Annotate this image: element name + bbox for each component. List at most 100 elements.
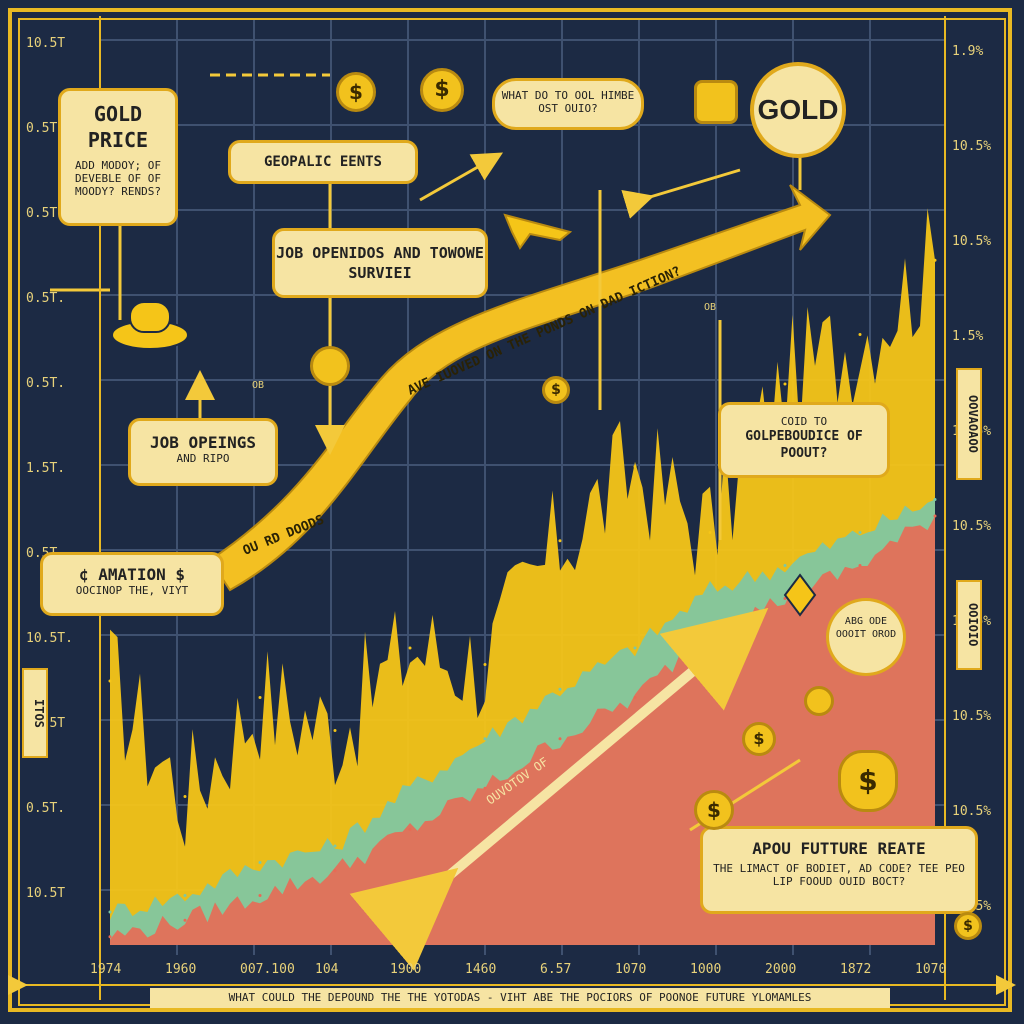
x-tick-label: 007.100	[240, 962, 295, 977]
amation-sub: OOCINOP THE, VIYT	[43, 584, 221, 597]
data-point	[409, 828, 412, 831]
right-axis-label: 1.5%	[952, 329, 983, 344]
data-point	[784, 564, 787, 567]
data-point	[409, 787, 412, 790]
x-tick-label: 1070	[615, 962, 646, 977]
job-openings-left-sub: AND RIPO	[131, 452, 275, 465]
gold-price-box: GOLD PRICE ADD MODOY; OF DEVEBLE OF OF M…	[58, 88, 178, 226]
job-openings-left-box: JOB OPEINGS AND RIPO	[128, 418, 278, 486]
data-point	[634, 696, 637, 699]
money-bag-icon: $	[838, 750, 898, 812]
data-point	[559, 737, 562, 740]
gold-bar-icon	[694, 80, 738, 124]
apou-title: APOU FUTTURE REATE	[703, 839, 975, 858]
data-point	[184, 795, 187, 798]
left-axis-label: 0.5T	[26, 121, 57, 136]
left-axis-label: 1.5T.	[26, 461, 65, 476]
data-point	[109, 911, 112, 914]
right-tab-top: OOVAOAOO	[956, 368, 982, 480]
data-point	[484, 737, 487, 740]
job-openings-left-title: JOB OPEINGS	[131, 433, 275, 452]
data-point	[709, 630, 712, 633]
dollar-coin-icon: $	[954, 912, 982, 940]
x-tick-label: 1960	[165, 962, 196, 977]
data-point	[409, 647, 412, 650]
mini-label-ob: OB	[704, 302, 716, 313]
gold-to-title: GOLPEBOUDICE OF POOUT?	[721, 428, 887, 462]
data-point	[259, 696, 262, 699]
data-point	[109, 680, 112, 683]
x-tick-label: 1070	[915, 962, 946, 977]
left-axis-label: 10.5T.	[26, 631, 73, 646]
amation-box: ¢ AMATION $ OOCINOP THE, VIYT	[40, 552, 224, 616]
job-openings-top-title: JOB OPENIDOS AND TOWOWE SURVIEI	[275, 243, 485, 283]
small-ring-sub: ABG ODE OOOIT OROD	[829, 615, 903, 641]
data-point	[559, 688, 562, 691]
data-point	[184, 919, 187, 922]
coin-icon	[310, 346, 350, 386]
x-tick-label: 1900	[390, 962, 421, 977]
dollar-coin-icon: $	[694, 790, 734, 830]
job-openings-top-box: JOB OPENIDOS AND TOWOWE SURVIEI	[272, 228, 488, 298]
x-tick-label: 1460	[465, 962, 496, 977]
left-tab: ITOS	[22, 668, 48, 758]
geopolitic-title: GEOPALIC EENTS	[231, 143, 415, 181]
hat-icon-top	[130, 302, 170, 332]
plane-icon	[505, 215, 570, 248]
x-tick-label: 1000	[690, 962, 721, 977]
data-point	[709, 589, 712, 592]
data-point	[559, 539, 562, 542]
geopolitic-box: GEOPALIC EENTS	[228, 140, 418, 184]
coin-icon	[804, 686, 834, 716]
x-tick-label: 104	[315, 962, 338, 977]
dollar-coin-icon: $	[420, 68, 464, 112]
data-point	[709, 531, 712, 534]
left-axis-label: 0.5T.	[26, 291, 65, 306]
left-axis-label: 10.5T	[26, 36, 65, 51]
right-axis-label: 10.5%	[952, 519, 991, 534]
right-axis-label: 10.5%	[952, 139, 991, 154]
data-point	[334, 845, 337, 848]
data-point	[784, 383, 787, 386]
data-point	[109, 935, 112, 938]
data-point	[934, 515, 937, 518]
amation-title: ¢ AMATION $	[43, 565, 221, 584]
data-point	[634, 647, 637, 650]
gold-to-sub: COID TO	[721, 415, 887, 428]
left-axis-label: 0.5T.	[26, 376, 65, 391]
x-tick-label: 1974	[90, 962, 121, 977]
data-point	[634, 465, 637, 468]
right-axis-label: 10.5%	[952, 234, 991, 249]
data-point	[859, 564, 862, 567]
apou-sub: THE LIMACT OF BODIET, AD CODE? TEE PEO L…	[703, 862, 975, 888]
data-point	[934, 259, 937, 262]
mini-label-ob: OB	[252, 380, 264, 391]
data-point	[859, 333, 862, 336]
right-tab-mid: OOIOIO	[956, 580, 982, 670]
x-tick-label: 2000	[765, 962, 796, 977]
data-point	[259, 861, 262, 864]
gold-price-title: GOLD PRICE	[61, 101, 175, 153]
dollar-coin-icon: $	[742, 722, 776, 756]
gold-badge: GOLD	[750, 62, 846, 158]
small-ring-box: ABG ODE OOOIT OROD	[826, 598, 906, 676]
x-tick-label: 1872	[840, 962, 871, 977]
right-axis-label: 10.5%	[952, 709, 991, 724]
data-point	[259, 894, 262, 897]
dollar-coin-icon: $	[542, 376, 570, 404]
what-do-box: WHAT DO TO OOL HIMBE OST OUIO?	[492, 78, 644, 130]
data-point	[934, 498, 937, 501]
data-point	[334, 869, 337, 872]
data-point	[859, 531, 862, 534]
left-axis-label: 10.5T	[26, 886, 65, 901]
right-axis-label: 1.9%	[952, 44, 983, 59]
data-point	[484, 787, 487, 790]
left-axis-label: 0.5T.	[26, 801, 65, 816]
dollar-coin-icon: $	[336, 72, 376, 112]
apou-box: APOU FUTTURE REATE THE LIMACT OF BODIET,…	[700, 826, 978, 914]
gold-price-sub: ADD MODOY; OF DEVEBLE OF OF MOODY? RENDS…	[61, 159, 175, 198]
data-point	[484, 663, 487, 666]
footer-caption: WHAT COULD THE DEPOUND THE THE YOTODAS -…	[150, 988, 890, 1008]
right-axis-label: 10.5%	[952, 804, 991, 819]
gold-to-box: COID TO GOLPEBOUDICE OF POOUT?	[718, 402, 890, 478]
